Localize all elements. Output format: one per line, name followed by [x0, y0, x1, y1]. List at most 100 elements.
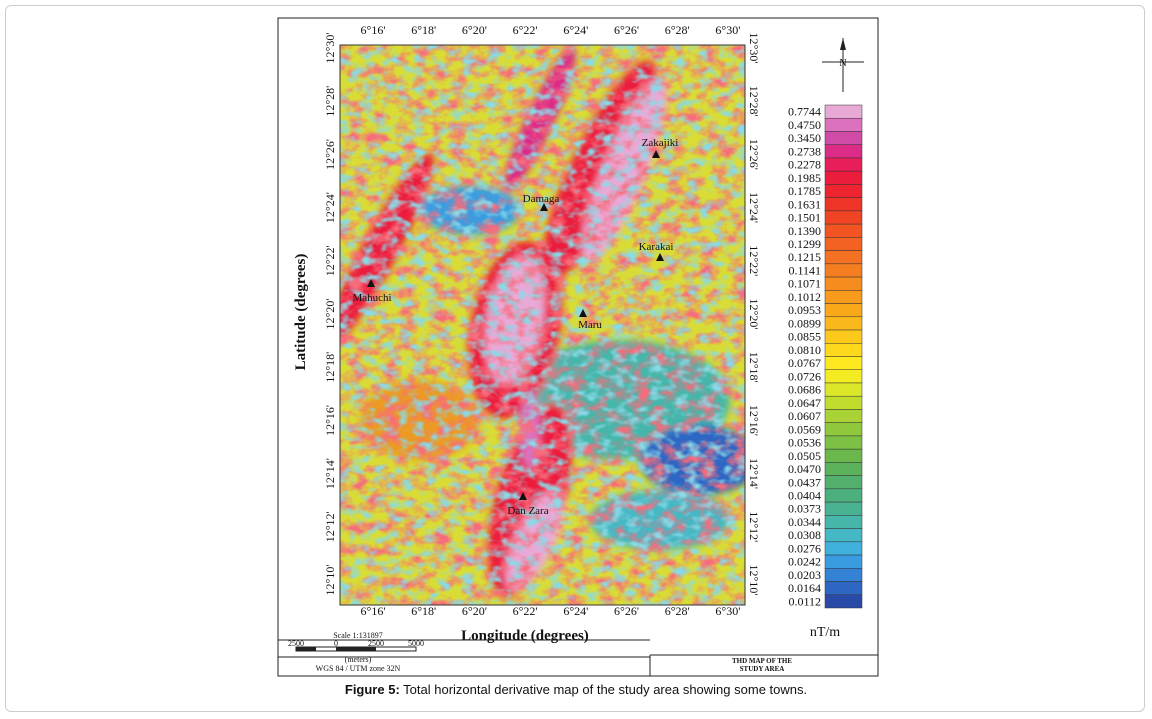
legend-label: 0.4750	[788, 118, 821, 132]
legend-swatch	[824, 144, 863, 159]
legend-swatch	[824, 210, 863, 225]
legend-label: 0.0505	[788, 449, 821, 463]
scale-tick-label: 0	[334, 639, 338, 648]
lon-tick-label: 6°16'	[361, 23, 386, 37]
lat-tick-label: 12°22'	[747, 245, 761, 276]
legend-label: 0.3450	[788, 131, 821, 145]
scale-tick-label: 2500	[368, 639, 384, 648]
lon-tick-label: 6°22'	[513, 604, 538, 618]
town-marker	[656, 253, 664, 261]
lat-tick-label: 12°28'	[323, 86, 337, 117]
legend-swatch	[824, 157, 863, 172]
legend-label: 0.0373	[788, 502, 821, 516]
legend-label: 0.0242	[788, 555, 821, 569]
lat-tick-label: 12°14'	[323, 458, 337, 489]
legend-label: 0.1785	[788, 184, 821, 198]
legend-swatch	[824, 435, 863, 450]
lat-tick-label: 12°16'	[747, 405, 761, 436]
legend-swatch	[824, 581, 863, 596]
map-title-line: STUDY AREA	[740, 665, 785, 673]
legend-label: 0.1215	[788, 250, 821, 264]
lat-tick-label: 12°28'	[747, 86, 761, 117]
legend-label: 0.0536	[788, 436, 821, 450]
town-marker	[652, 150, 660, 158]
legend-swatch	[824, 382, 863, 397]
lat-tick-label: 12°20'	[747, 299, 761, 330]
legend-swatch	[824, 263, 863, 278]
legend-swatch	[824, 276, 863, 291]
lat-tick-label: 12°22'	[323, 245, 337, 276]
legend-swatch	[824, 237, 863, 251]
town-marker	[579, 309, 587, 317]
legend-label: 0.0767	[788, 356, 821, 370]
lon-tick-label: 6°30'	[715, 23, 740, 37]
lat-tick-label: 12°10'	[323, 565, 337, 596]
lat-tick-label: 12°16'	[323, 405, 337, 436]
town-label: Zakajiki	[642, 137, 679, 149]
town-label: Karakai	[639, 241, 674, 253]
legend-swatch	[824, 541, 863, 556]
legend-label: 0.0404	[788, 488, 821, 502]
caption: Figure 5: Total horizontal derivative ma…	[0, 682, 1152, 697]
y-axis-title: Latitude (degrees)	[293, 254, 309, 371]
legend-swatch	[824, 568, 863, 582]
legend-swatch	[824, 369, 863, 384]
legend-label: 0.0855	[788, 330, 821, 344]
legend-label: 0.1390	[788, 224, 821, 238]
legend-swatch	[824, 528, 863, 543]
legend-label: 0.1141	[788, 263, 821, 277]
lat-tick-label: 12°18'	[323, 352, 337, 383]
lat-tick-label: 12°26'	[323, 139, 337, 170]
legend-label: 0.1501	[788, 211, 821, 225]
legend-swatch	[824, 594, 863, 609]
lat-tick-label: 12°18'	[747, 352, 761, 383]
lon-tick-label: 6°20'	[462, 604, 487, 618]
legend-swatch	[824, 131, 863, 145]
legend-swatch	[824, 197, 863, 212]
legend-swatch	[824, 448, 863, 463]
scale-bar: Scale 1:131897 (meters) WGS 84 / UTM zon…	[278, 631, 878, 676]
legend-label: 0.2278	[788, 158, 821, 172]
scale-title: Scale 1:131897	[333, 631, 383, 640]
legend-swatch	[824, 554, 863, 569]
legend-swatch	[824, 250, 863, 265]
legend-label: 0.1985	[788, 171, 821, 185]
legend-label: 0.0203	[788, 568, 821, 582]
legend-swatch	[824, 356, 863, 370]
lat-tick-label: 12°26'	[747, 139, 761, 170]
town-label: Mahuchi	[352, 292, 391, 304]
legend-label: 0.0810	[788, 343, 821, 357]
lon-tick-label: 6°18'	[411, 604, 436, 618]
legend-label: 0.0164	[788, 581, 821, 595]
legend-label: 0.0470	[788, 462, 821, 476]
legend-label: 0.0686	[788, 383, 821, 397]
legend-label: 0.2738	[788, 144, 821, 158]
lat-tick-label: 12°30'	[323, 33, 337, 64]
lon-tick-label: 6°18'	[411, 23, 436, 37]
map-title-line: THD MAP OF THE	[732, 657, 792, 665]
town-marker	[367, 279, 375, 287]
legend-label: 0.0437	[788, 475, 821, 489]
legend-swatch	[824, 515, 863, 529]
legend-swatch	[824, 223, 863, 238]
lon-tick-label: 6°28'	[665, 604, 690, 618]
lat-tick-label: 12°12'	[323, 511, 337, 542]
lon-tick-label: 6°24'	[563, 604, 588, 618]
town-label: Maru	[578, 319, 602, 331]
legend-swatch	[824, 329, 863, 344]
legend-label: 0.0953	[788, 303, 821, 317]
town-marker	[519, 492, 527, 500]
legend-unit: nT/m	[810, 625, 840, 640]
town-label: Dan Zara	[507, 505, 548, 517]
legend-swatch	[824, 395, 863, 410]
lon-tick-label: 6°30'	[715, 604, 740, 618]
legend-label: 0.1071	[788, 277, 821, 291]
lon-tick-label: 6°20'	[462, 23, 487, 37]
lat-tick-label: 12°10'	[747, 565, 761, 596]
scale-tick-label: 5000	[408, 639, 424, 648]
legend-label: 0.0607	[788, 409, 821, 423]
lon-tick-label: 6°16'	[361, 604, 386, 618]
compass: N	[822, 38, 864, 92]
legend-label: 0.1299	[788, 237, 821, 251]
